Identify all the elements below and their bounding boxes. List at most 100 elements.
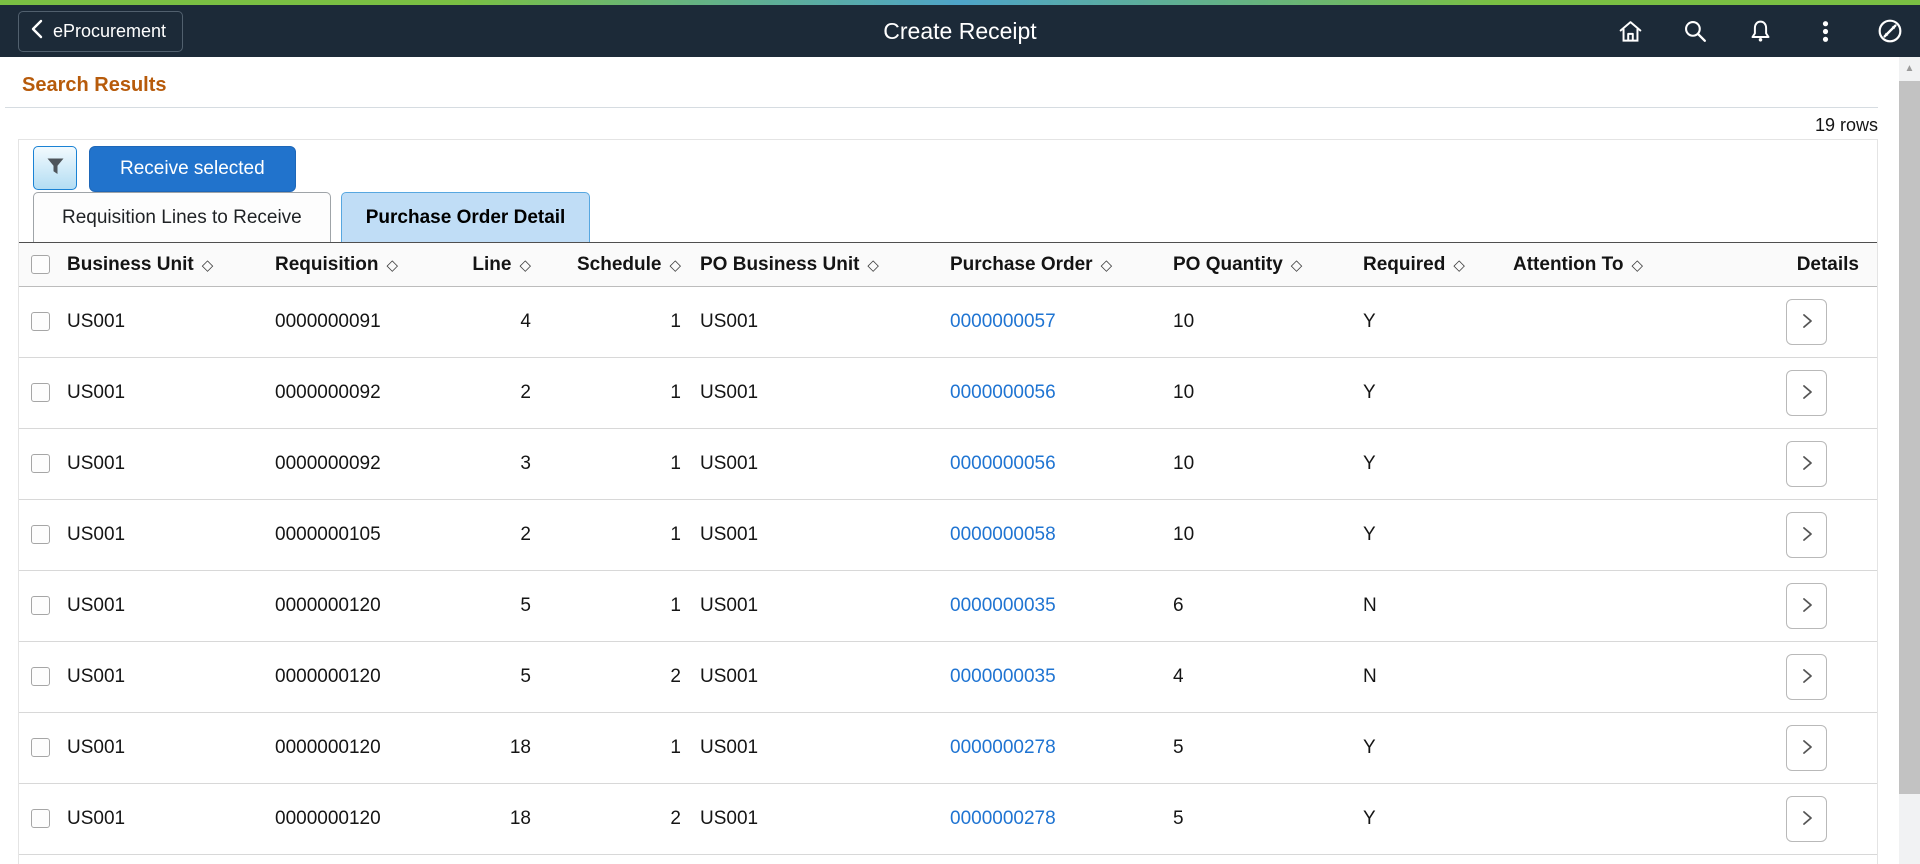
row-details-button[interactable] — [1786, 654, 1827, 700]
cell-required: Y — [1347, 783, 1497, 855]
cell-line: 3 — [471, 428, 531, 500]
cell-line: 4 — [471, 286, 531, 358]
notifications-bell-icon[interactable] — [1740, 11, 1780, 51]
column-header-purchase-order[interactable]: Purchase Order ◇ — [933, 242, 1157, 287]
row-details-button[interactable] — [1786, 725, 1827, 771]
navbar-compass-icon[interactable] — [1870, 11, 1910, 51]
scrollbar-thumb[interactable] — [1899, 81, 1920, 794]
search-icon[interactable] — [1675, 11, 1715, 51]
row-details-button[interactable] — [1786, 441, 1827, 487]
cell-business-unit: US001 — [67, 286, 275, 358]
chevron-right-icon — [1800, 525, 1814, 546]
receive-selected-button[interactable]: Receive selected — [89, 146, 296, 192]
table-row: US001 0000000120 18 2 US001 0000000278 5… — [19, 783, 1877, 855]
cell-business-unit: US001 — [67, 712, 275, 784]
table-row: US001 0000000092 2 1 US001 0000000056 10… — [19, 357, 1877, 429]
purchase-order-link[interactable]: 0000000056 — [950, 453, 1056, 474]
sort-icon[interactable]: ◇ — [386, 256, 398, 274]
row-checkbox[interactable] — [31, 667, 50, 687]
purchase-order-link[interactable]: 0000000278 — [950, 737, 1056, 758]
purchase-order-link[interactable]: 0000000058 — [950, 524, 1056, 545]
sort-icon[interactable]: ◇ — [1100, 256, 1113, 274]
cell-po-quantity: 10 — [1157, 428, 1347, 500]
cell-line: 2 — [471, 499, 531, 571]
row-checkbox[interactable] — [31, 454, 50, 474]
home-icon[interactable] — [1610, 11, 1650, 51]
table-row: US001 0000000092 3 1 US001 0000000056 10… — [19, 428, 1877, 500]
column-header-requisition[interactable]: Requisition ◇ — [275, 242, 471, 287]
purchase-order-link[interactable]: 0000000057 — [950, 311, 1056, 332]
purchase-order-link[interactable]: 0000000278 — [950, 808, 1056, 829]
sort-icon[interactable]: ◇ — [669, 256, 681, 274]
header-accent-stripe — [0, 0, 1920, 5]
cell-requisition: 0000000091 — [275, 286, 471, 358]
grid-toolbar: Receive selected — [19, 140, 1877, 192]
cell-business-unit: US001 — [67, 357, 275, 429]
row-details-button[interactable] — [1786, 796, 1827, 842]
cell-requisition: 0000000105 — [275, 499, 471, 571]
cell-line: 5 — [471, 641, 531, 713]
scrollbar-up-arrow-icon[interactable]: ▲ — [1904, 62, 1915, 74]
cell-po-quantity: 10 — [1157, 357, 1347, 429]
cell-schedule: 1 — [531, 286, 681, 358]
cell-schedule: 1 — [531, 357, 681, 429]
tab-purchase-order-detail[interactable]: Purchase Order Detail — [340, 192, 591, 242]
back-button-eprocurement[interactable]: eProcurement — [18, 10, 184, 52]
cell-attention-to — [1497, 286, 1727, 358]
sort-icon[interactable]: ◇ — [1631, 256, 1643, 274]
cell-required: N — [1347, 641, 1497, 713]
row-checkbox[interactable] — [31, 809, 50, 829]
cell-requisition: 0000000120 — [275, 570, 471, 642]
select-all-checkbox[interactable] — [31, 254, 50, 274]
cell-requisition: 0000000120 — [275, 783, 471, 855]
cell-schedule: 2 — [531, 641, 681, 713]
sort-icon[interactable]: ◇ — [1290, 256, 1303, 274]
cell-attention-to — [1497, 428, 1727, 500]
chevron-right-icon — [1800, 454, 1814, 475]
vertical-scrollbar[interactable]: ▲ — [1899, 57, 1920, 864]
row-details-button[interactable] — [1786, 512, 1827, 558]
sort-icon[interactable]: ◇ — [519, 256, 531, 274]
purchase-order-link[interactable]: 0000000035 — [950, 666, 1056, 687]
tab-requisition-lines-to-receive[interactable]: Requisition Lines to Receive — [33, 192, 331, 242]
row-checkbox[interactable] — [31, 383, 50, 403]
cell-po-business-unit: US001 — [681, 641, 933, 713]
cell-po-business-unit: US001 — [681, 499, 933, 571]
purchase-order-link[interactable]: 0000000035 — [950, 595, 1056, 616]
sort-icon[interactable]: ◇ — [201, 256, 214, 274]
row-details-button[interactable] — [1786, 583, 1827, 629]
sort-icon[interactable]: ◇ — [867, 256, 879, 274]
chevron-right-icon — [1800, 312, 1814, 333]
cell-required: N — [1347, 570, 1497, 642]
cell-attention-to — [1497, 712, 1727, 784]
row-details-button[interactable] — [1786, 370, 1827, 416]
table-row: US001 0000000091 4 1 US001 0000000057 10… — [19, 286, 1877, 358]
more-options-kebab-icon[interactable] — [1805, 11, 1845, 51]
cell-po-quantity: 10 — [1157, 286, 1347, 358]
purchase-order-link[interactable]: 0000000056 — [950, 382, 1056, 403]
cell-line: 5 — [471, 570, 531, 642]
column-header-line[interactable]: Line ◇ — [471, 242, 531, 287]
column-header-schedule[interactable]: Schedule ◇ — [531, 242, 681, 287]
cell-required: Y — [1347, 428, 1497, 500]
column-header-business-unit[interactable]: Business Unit ◇ — [67, 242, 275, 287]
row-checkbox[interactable] — [31, 312, 50, 332]
row-details-button[interactable] — [1786, 299, 1827, 345]
cell-business-unit: US001 — [67, 428, 275, 500]
cell-schedule: 1 — [531, 499, 681, 571]
column-header-required[interactable]: Required ◇ — [1347, 242, 1497, 287]
filter-button[interactable] — [33, 146, 77, 190]
row-checkbox[interactable] — [31, 596, 50, 616]
cell-required: Y — [1347, 357, 1497, 429]
cell-attention-to — [1497, 783, 1727, 855]
column-header-po-quantity[interactable]: PO Quantity ◇ — [1157, 242, 1347, 287]
column-header-attention-to[interactable]: Attention To ◇ — [1497, 242, 1727, 287]
row-checkbox[interactable] — [31, 525, 50, 545]
cell-po-business-unit: US001 — [681, 783, 933, 855]
column-header-po-business-unit[interactable]: PO Business Unit ◇ — [681, 242, 933, 287]
chevron-right-icon — [1800, 809, 1814, 830]
row-checkbox[interactable] — [31, 738, 50, 758]
sort-icon[interactable]: ◇ — [1453, 256, 1465, 274]
cell-po-quantity: 6 — [1157, 570, 1347, 642]
cell-business-unit: US001 — [67, 570, 275, 642]
